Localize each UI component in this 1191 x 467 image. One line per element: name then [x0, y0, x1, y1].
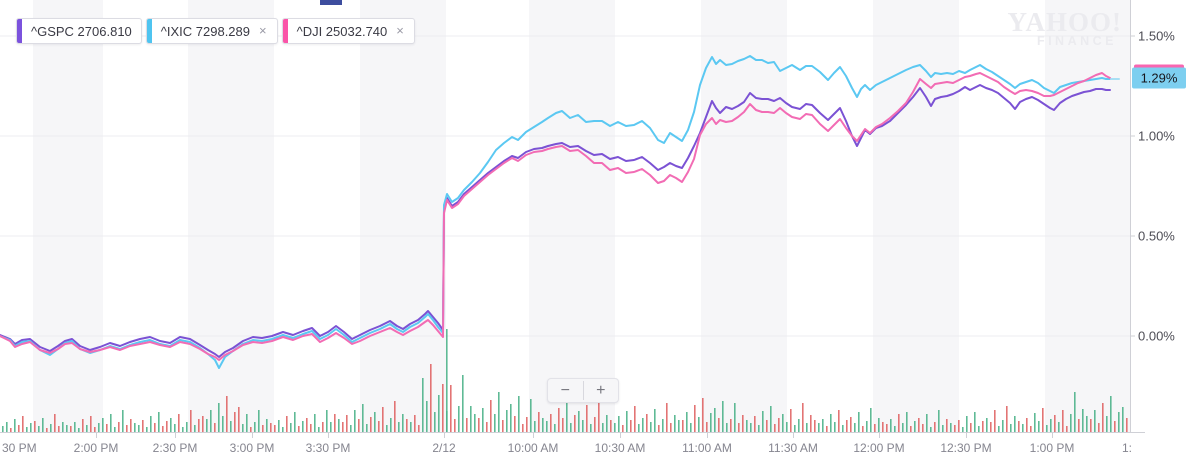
- svg-text:30 PM: 30 PM: [2, 441, 37, 455]
- zoom-out-button[interactable]: −: [560, 381, 570, 399]
- volume-bars: [2, 329, 1128, 432]
- zoom-divider: [582, 381, 584, 400]
- svg-text:1:: 1:: [1122, 441, 1132, 455]
- svg-text:1.00%: 1.00%: [1138, 129, 1175, 144]
- close-icon[interactable]: ×: [396, 23, 404, 38]
- svg-text:2/12: 2/12: [432, 441, 456, 455]
- svg-text:0.50%: 0.50%: [1138, 229, 1175, 244]
- svg-text:1.50%: 1.50%: [1138, 29, 1175, 44]
- svg-text:2:30 PM: 2:30 PM: [153, 441, 198, 455]
- svg-text:10:00 AM: 10:00 AM: [508, 441, 559, 455]
- x-axis-labels: 30 PM 2:00 PM 2:30 PM 3:00 PM 3:30 PM 2/12 10:…: [2, 441, 1132, 455]
- svg-text:FINANCE: FINANCE: [1037, 34, 1117, 48]
- legend-item-ixic[interactable]: ^IXIC 7298.289 ×: [145, 18, 278, 44]
- zoom-controls: − +: [547, 378, 619, 403]
- background-stripes: [33, 0, 1130, 433]
- dji-line: [0, 72, 1111, 361]
- svg-text:3:00 PM: 3:00 PM: [230, 441, 275, 455]
- svg-text:12:30 PM: 12:30 PM: [940, 441, 991, 455]
- svg-text:10:30 AM: 10:30 AM: [595, 441, 646, 455]
- svg-text:3:30 PM: 3:30 PM: [306, 441, 351, 455]
- legend-item-dji[interactable]: ^DJI 25032.740 ×: [281, 18, 415, 44]
- legend: ^GSPC 2706.810 ^IXIC 7298.289 × ^DJI 250…: [16, 18, 415, 44]
- svg-text:12:00 PM: 12:00 PM: [853, 441, 904, 455]
- svg-text:0.00%: 0.00%: [1138, 329, 1175, 344]
- axis-lines: [0, 0, 1145, 438]
- yahoo-finance-watermark-icon: YAHOO!FINANCE: [1007, 7, 1122, 48]
- page-fragment-tab-indicator: [320, 0, 342, 5]
- gspc-color-bar-icon: [17, 19, 22, 43]
- gspc-line: [0, 84, 1111, 358]
- ixic-color-bar-icon: [146, 19, 152, 43]
- zoom-in-button[interactable]: +: [596, 381, 606, 399]
- legend-item-label: ^DJI 25032.740: [296, 23, 388, 39]
- svg-text:YAHOO!: YAHOO!: [1007, 7, 1122, 37]
- svg-text:1:00 PM: 1:00 PM: [1030, 441, 1075, 455]
- legend-item-gspc[interactable]: ^GSPC 2706.810: [16, 18, 142, 44]
- svg-text:1.29%: 1.29%: [1141, 71, 1178, 86]
- dji-color-bar-icon: [282, 19, 288, 43]
- svg-text:11:00 AM: 11:00 AM: [682, 441, 732, 455]
- svg-text:2:00 PM: 2:00 PM: [74, 441, 119, 455]
- y-axis-labels: 1.50% 1.00% 0.50% 0.00%: [1138, 29, 1175, 344]
- current-value-badge: 1.29%: [1132, 64, 1186, 89]
- legend-item-label: ^IXIC 7298.289: [160, 23, 250, 39]
- legend-item-label: ^GSPC 2706.810: [31, 23, 132, 39]
- svg-text:11:30 AM: 11:30 AM: [768, 441, 818, 455]
- close-icon[interactable]: ×: [259, 23, 267, 38]
